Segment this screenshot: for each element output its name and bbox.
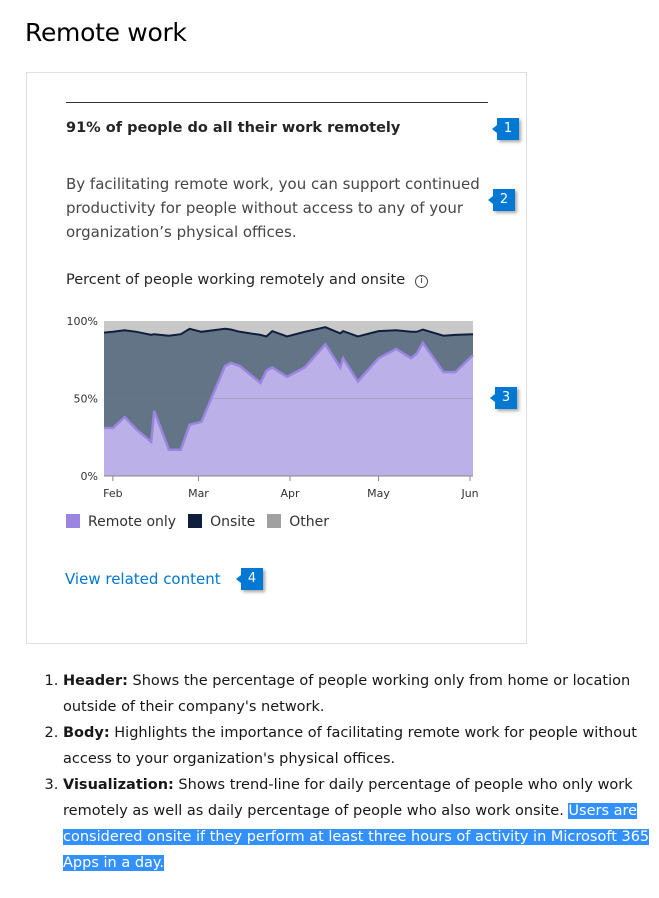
- x-tick-label: May: [367, 487, 390, 500]
- chart-title-text: Percent of people working remotely and o…: [66, 272, 406, 288]
- page-title: Remote work: [25, 18, 187, 47]
- chart-title: Percent of people working remotely and o…: [66, 272, 429, 288]
- note-body: Body: Highlights the importance of facil…: [63, 720, 659, 772]
- legend-swatch: [188, 514, 203, 528]
- note-label: Body:: [63, 725, 110, 741]
- legend-item-remote[interactable]: Remote only: [66, 514, 176, 530]
- legend-label: Remote only: [88, 514, 177, 530]
- callout-badge-2: 2: [488, 189, 515, 211]
- legend-item-other[interactable]: Other: [267, 514, 329, 530]
- legend-swatch: [66, 514, 80, 528]
- remote-only-area: [104, 342, 473, 476]
- divider: [66, 102, 488, 103]
- view-related-content-link[interactable]: View related content: [65, 570, 221, 588]
- legend-label: Onsite: [210, 514, 256, 530]
- onsite-line: [103, 326, 474, 338]
- x-tick-label: Apr: [280, 487, 300, 500]
- y-tick-label: 100%: [67, 315, 98, 328]
- card-body: By facilitating remote work, you can sup…: [66, 175, 480, 241]
- legend-label: Other: [289, 514, 330, 530]
- card-headline: 91% of people do all their work remotely: [66, 120, 401, 136]
- callout-badge-3: 3: [490, 387, 517, 409]
- note-text: Shows the percentage of people working o…: [63, 673, 631, 715]
- info-icon[interactable]: i: [415, 275, 429, 288]
- x-tick-label: Feb: [103, 487, 122, 500]
- note-visualization: Visualization: Shows trend-line for dail…: [63, 772, 659, 876]
- note-header: Header: Shows the percentage of people w…: [63, 668, 659, 720]
- y-tick-label: 0%: [81, 470, 98, 483]
- note-label: Header:: [63, 673, 128, 689]
- legend-item-onsite[interactable]: Onsite: [188, 514, 255, 530]
- callout-badge-1: 1: [492, 118, 519, 140]
- chart-legend: Remote only Onsite Other: [66, 514, 329, 530]
- note-text: Highlights the importance of facilitatin…: [63, 725, 637, 767]
- stacked-area-chart: 0% 50% 100% Feb Mar Apr May Jun: [67, 315, 479, 500]
- y-tick-label: 50%: [74, 393, 98, 406]
- note-label: Visualization:: [63, 777, 174, 793]
- remote-only-line: [104, 340, 474, 451]
- legend-swatch: [267, 514, 282, 528]
- note-text: Shows trend-line for daily percentage of…: [63, 777, 633, 819]
- notes-list: Header: Shows the percentage of people w…: [25, 668, 659, 876]
- x-tick-label: Jun: [460, 487, 478, 500]
- callout-badge-4: 4: [236, 568, 263, 590]
- x-tick-label: Mar: [188, 487, 209, 500]
